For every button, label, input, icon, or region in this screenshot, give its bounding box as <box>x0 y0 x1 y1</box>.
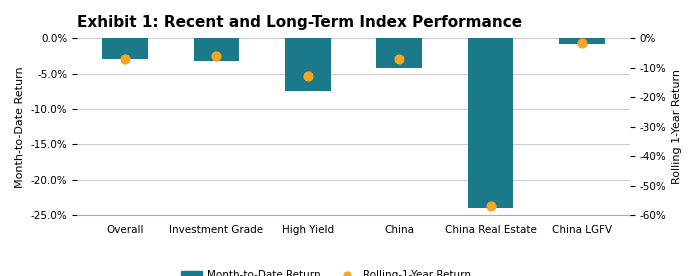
Point <box>119 57 130 61</box>
Point <box>394 57 405 61</box>
Y-axis label: Month-to-Date Return: Month-to-Date Return <box>15 66 25 187</box>
Point <box>576 40 588 45</box>
Bar <box>376 38 422 68</box>
Point <box>302 74 314 79</box>
Y-axis label: Rolling 1-Year Return: Rolling 1-Year Return <box>672 69 682 184</box>
Bar <box>285 38 330 91</box>
Legend: Month-to-Date Return, Rolling-1-Year Return: Month-to-Date Return, Rolling-1-Year Ret… <box>177 266 475 276</box>
Point <box>485 204 496 209</box>
Point <box>210 54 222 58</box>
Bar <box>102 38 148 59</box>
Bar <box>468 38 514 208</box>
Bar <box>559 38 605 44</box>
Text: Exhibit 1: Recent and Long-Term Index Performance: Exhibit 1: Recent and Long-Term Index Pe… <box>77 15 522 30</box>
Bar <box>194 38 239 61</box>
